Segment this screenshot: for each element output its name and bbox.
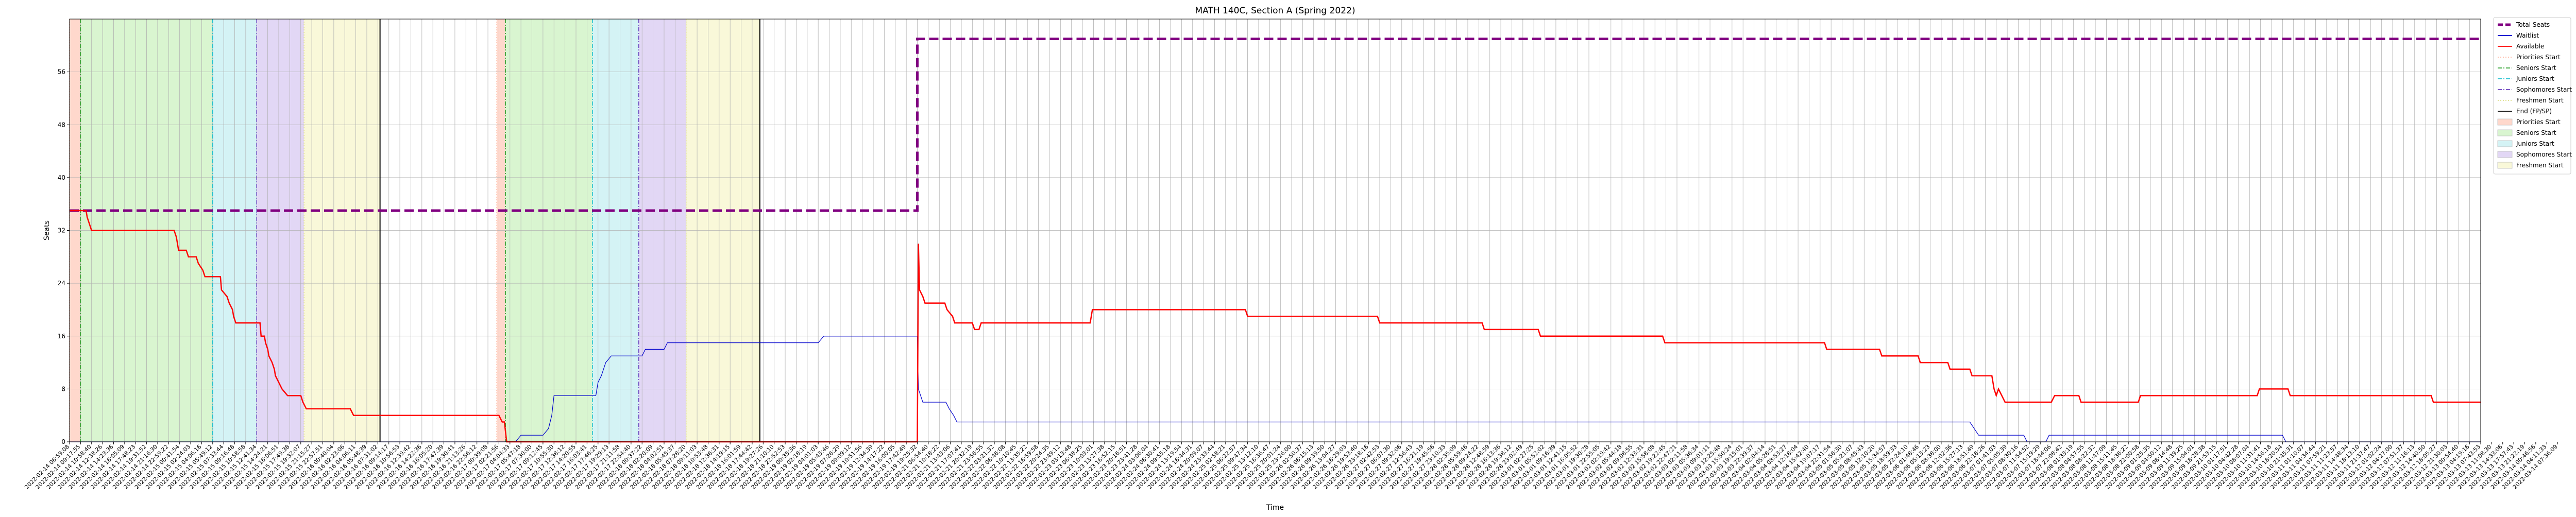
series-lines: [70, 38, 2481, 443]
grid: [69, 19, 2481, 442]
legend-label: Total Seats: [2516, 21, 2550, 28]
y-tick-label: 8: [61, 385, 65, 392]
legend-swatch: [2497, 118, 2513, 126]
legend-label: Juniors Start: [2516, 75, 2554, 82]
legend-swatch: [2497, 129, 2513, 136]
series-line-available: [70, 210, 2481, 443]
series-line-waitlist: [70, 336, 2481, 442]
x-axis-label: Time: [1266, 504, 1284, 512]
y-tick-label: 40: [58, 174, 65, 181]
legend-label: Waitlist: [2516, 32, 2539, 39]
y-tick-label: 56: [58, 68, 65, 76]
legend-label: Sophomores Start: [2516, 151, 2572, 158]
y-axis: 0 8 16 24 32 40 48 56: [58, 68, 70, 445]
series-line-total-seats: [70, 38, 2481, 212]
legend-box: [2493, 17, 2571, 175]
legend: Total Seats Waitlist Available Priorities S…: [2493, 17, 2572, 175]
y-tick-label: 48: [58, 121, 65, 128]
y-tick-label: 16: [58, 333, 65, 340]
legend-label: Juniors Start: [2516, 140, 2554, 147]
y-tick-label: 32: [58, 227, 65, 234]
legend-label: Seniors Start: [2516, 64, 2556, 72]
legend-label: Available: [2516, 43, 2544, 50]
legend-label: Freshmen Start: [2516, 162, 2564, 169]
chart-title: MATH 140C, Section A (Spring 2022): [1195, 6, 1355, 16]
y-tick-label: 0: [61, 438, 65, 445]
legend-label: Seniors Start: [2516, 129, 2556, 136]
legend-label: Sophomores Start: [2516, 86, 2572, 93]
y-tick-label: 24: [58, 280, 65, 287]
y-axis-label: Seats: [43, 220, 51, 240]
legend-label: End (FP/SP): [2516, 108, 2552, 115]
legend-swatch: [2497, 140, 2513, 147]
legend-label: Priorities Start: [2516, 118, 2561, 126]
legend-swatch: [2497, 151, 2513, 158]
legend-label: Freshmen Start: [2516, 97, 2564, 104]
legend-label: Priorities Start: [2516, 54, 2561, 61]
legend-swatch: [2497, 162, 2513, 169]
